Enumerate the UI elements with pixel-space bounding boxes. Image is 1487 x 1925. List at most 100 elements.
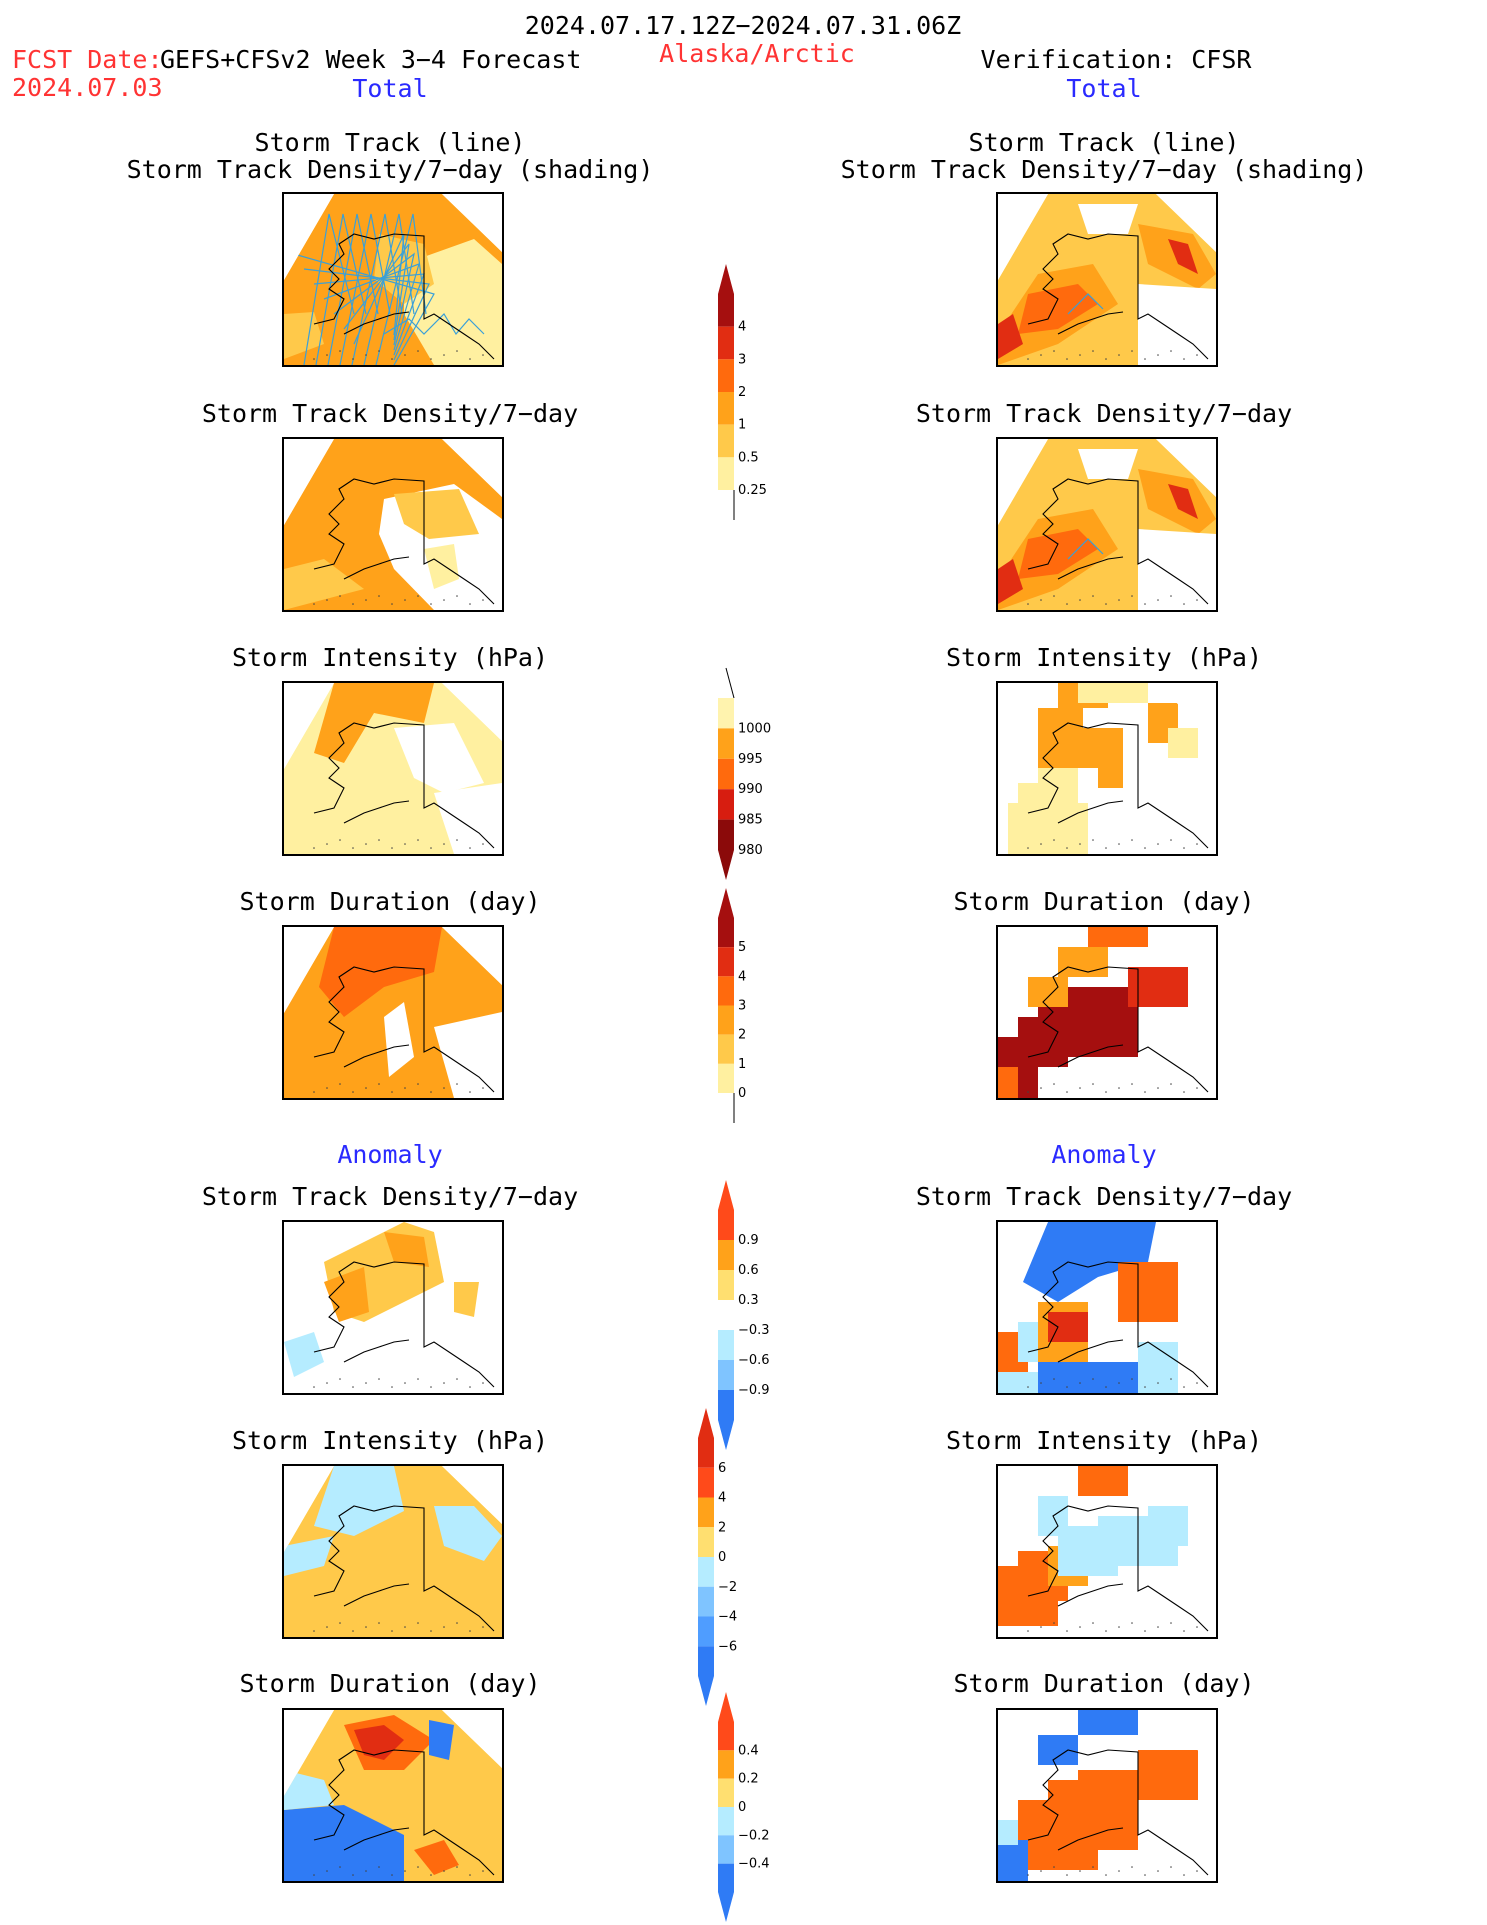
colorbar-segment bbox=[718, 1390, 734, 1420]
map-graphic bbox=[998, 1222, 1209, 1393]
colorbar-segment bbox=[718, 1063, 734, 1093]
right-duration-title: Storm Duration (day) bbox=[953, 887, 1255, 916]
map-graphic bbox=[998, 194, 1216, 365]
left-density-title: Storm Track Density/7−day bbox=[201, 399, 579, 428]
map-graphic bbox=[284, 1710, 502, 1881]
colorbar-triangle-bottom bbox=[718, 850, 734, 880]
colorbar-label: 0 bbox=[738, 1800, 746, 1815]
colorbar-triangle-top bbox=[718, 1692, 734, 1722]
colorbar-label: 5 bbox=[738, 940, 746, 955]
section-total-right: Total bbox=[1066, 74, 1142, 103]
colorbar-triangle-top bbox=[718, 264, 734, 294]
colorbar-label: −0.9 bbox=[738, 1383, 770, 1398]
colorbar-label: 2 bbox=[718, 1520, 726, 1535]
colorbar-segment bbox=[718, 1863, 734, 1892]
map-left-anom-intensity bbox=[282, 1464, 504, 1639]
colorbar-label: −6 bbox=[718, 1639, 737, 1654]
colorbar-segment bbox=[698, 1527, 714, 1557]
colorbar-label: 0.3 bbox=[738, 1293, 759, 1308]
colorbar-label: −0.4 bbox=[738, 1857, 770, 1872]
colorbar-label: 1000 bbox=[738, 721, 771, 736]
colorbar-segment bbox=[718, 457, 734, 490]
colorbar-label: 2 bbox=[738, 1028, 746, 1043]
map-graphic bbox=[284, 1466, 502, 1637]
colorbar-label: 4 bbox=[738, 320, 746, 335]
colorbar-segment bbox=[718, 1210, 734, 1240]
colorbar-intensity-total: 1000 995 990 985 980 bbox=[718, 667, 771, 880]
map-graphic bbox=[998, 1466, 1209, 1632]
map-graphic bbox=[284, 194, 502, 365]
colorbar-segment bbox=[718, 1330, 734, 1360]
colorbar-segment bbox=[718, 1300, 734, 1330]
colorbar-label: 0 bbox=[718, 1550, 726, 1565]
map-left-duration bbox=[282, 925, 504, 1100]
map-right-duration bbox=[996, 925, 1218, 1100]
section-anomaly-right: Anomaly bbox=[1051, 1140, 1157, 1169]
colorbar-triangle-top bbox=[718, 1180, 734, 1210]
colorbar-label: 0.25 bbox=[738, 483, 767, 498]
right-density-title: Storm Track Density/7−day bbox=[915, 399, 1293, 428]
left-duration-title: Storm Duration (day) bbox=[239, 887, 541, 916]
colorbar-segment bbox=[718, 1807, 734, 1836]
colorbar-triangle-top bbox=[718, 888, 734, 918]
colorbar-segment bbox=[718, 1778, 734, 1807]
colorbar-duration-total: 5 4 3 2 1 0 bbox=[718, 888, 746, 1123]
colorbar-label: 3 bbox=[738, 999, 746, 1014]
colorbar-label: 995 bbox=[738, 752, 763, 767]
colorbar-segment bbox=[718, 1360, 734, 1390]
left-anom-duration-title: Storm Duration (day) bbox=[239, 1669, 541, 1698]
colorbar-label: 990 bbox=[738, 782, 763, 797]
colorbar-segment bbox=[698, 1557, 714, 1587]
map-graphic bbox=[284, 439, 502, 610]
right-anom-intensity-title: Storm Intensity (hPa) bbox=[945, 1426, 1263, 1455]
colorbar-segment bbox=[718, 947, 734, 977]
colorbar-segment bbox=[718, 294, 734, 327]
colorbar-segment bbox=[698, 1616, 714, 1647]
colorbar-label: 1 bbox=[738, 418, 746, 433]
model-title: GEFS+CFSv2 Week 3−4 Forecast bbox=[160, 45, 582, 74]
colorbar-segment bbox=[718, 758, 734, 790]
colorbar-label: −0.3 bbox=[738, 1323, 770, 1338]
colorbar-segment bbox=[718, 819, 734, 850]
colorbar-label: 0.4 bbox=[738, 1743, 759, 1758]
map-right-anom-density bbox=[996, 1220, 1218, 1395]
colorbar-segment bbox=[718, 1270, 734, 1300]
colorbar-segment bbox=[698, 1497, 714, 1528]
colorbar-segment bbox=[718, 1005, 734, 1035]
colorbar-segment bbox=[718, 918, 734, 948]
colorbar-triangle-bottom bbox=[718, 1892, 734, 1922]
map-right-anom-intensity bbox=[996, 1464, 1218, 1639]
colorbar-label: 1 bbox=[738, 1057, 746, 1072]
map-left-track bbox=[282, 192, 504, 367]
colorbar-label: −0.6 bbox=[738, 1353, 770, 1368]
map-graphic bbox=[998, 439, 1216, 610]
colorbar-label: −4 bbox=[718, 1610, 737, 1625]
colorbar-label: 0 bbox=[738, 1086, 746, 1101]
map-graphic bbox=[284, 683, 502, 854]
colorbar-label: 0.6 bbox=[738, 1263, 759, 1278]
colorbar-segment bbox=[718, 728, 734, 759]
colorbar-duration-anom: 0.4 0.2 0 −0.2 −0.4 bbox=[718, 1692, 770, 1922]
colorbar-segment bbox=[718, 1034, 734, 1064]
left-intensity-title: Storm Intensity (hPa) bbox=[231, 643, 549, 672]
left-anom-intensity-title: Storm Intensity (hPa) bbox=[231, 1426, 549, 1455]
right-track-shading-title: Storm Track Density/7−day (shading) bbox=[840, 155, 1368, 184]
fcst-date-label: FCST Date: bbox=[12, 45, 163, 74]
fcst-date: 2024.07.03 bbox=[12, 73, 163, 102]
map-right-anom-duration bbox=[996, 1708, 1218, 1883]
map-right-density bbox=[996, 437, 1218, 612]
map-graphic bbox=[1008, 683, 1209, 854]
map-graphic bbox=[284, 1222, 495, 1388]
section-anomaly-left: Anomaly bbox=[337, 1140, 443, 1169]
colorbar-segment bbox=[718, 392, 734, 425]
colorbar-label: 4 bbox=[738, 969, 746, 984]
left-anom-density-title: Storm Track Density/7−day bbox=[201, 1182, 579, 1211]
map-graphic bbox=[998, 1710, 1209, 1881]
right-track-line-title: Storm Track (line) bbox=[968, 128, 1240, 157]
colorbar-segment bbox=[718, 789, 734, 820]
colorbar-label: −2 bbox=[718, 1580, 737, 1595]
colorbar-segment bbox=[718, 698, 734, 729]
colorbar-density-anom: 0.9 0.6 0.3 −0.3 −0.6 −0.9 bbox=[718, 1180, 770, 1450]
colorbar-label: 6 bbox=[718, 1461, 726, 1476]
colorbar-segment bbox=[718, 1240, 734, 1270]
